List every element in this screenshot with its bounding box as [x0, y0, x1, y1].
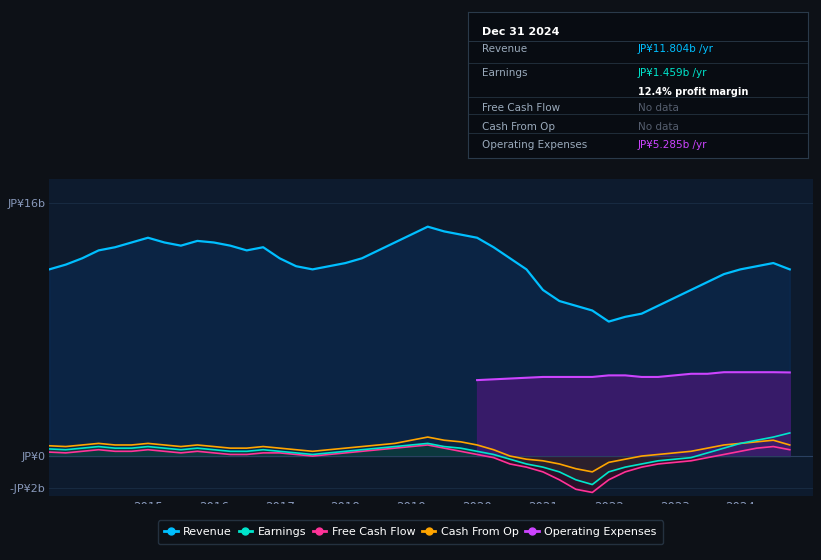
Text: Free Cash Flow: Free Cash Flow — [482, 102, 560, 113]
Text: No data: No data — [638, 122, 679, 132]
Text: No data: No data — [638, 102, 679, 113]
Text: Operating Expenses: Operating Expenses — [482, 141, 587, 151]
Text: JP¥11.804b /yr: JP¥11.804b /yr — [638, 44, 714, 54]
Text: Revenue: Revenue — [482, 44, 527, 54]
Text: Cash From Op: Cash From Op — [482, 122, 554, 132]
Text: Dec 31 2024: Dec 31 2024 — [482, 27, 559, 37]
Legend: Revenue, Earnings, Free Cash Flow, Cash From Op, Operating Expenses: Revenue, Earnings, Free Cash Flow, Cash … — [158, 520, 663, 544]
Text: JP¥1.459b /yr: JP¥1.459b /yr — [638, 68, 708, 78]
Text: 12.4% profit margin: 12.4% profit margin — [638, 87, 748, 96]
Text: JP¥5.285b /yr: JP¥5.285b /yr — [638, 141, 708, 151]
Text: Earnings: Earnings — [482, 68, 527, 78]
